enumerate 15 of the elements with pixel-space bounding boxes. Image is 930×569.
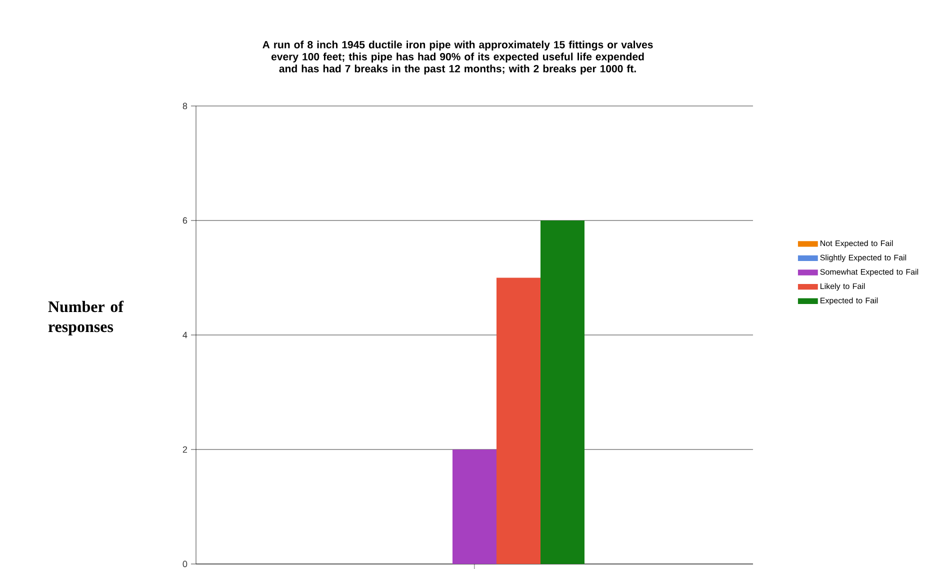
legend-label: Slightly Expected to Fail [820, 254, 906, 262]
legend-label: Somewhat Expected to Fail [820, 268, 918, 276]
y-tick-label: 6 [182, 217, 188, 224]
y-tick-label: 2 [182, 446, 188, 453]
y-tick-label: 8 [182, 102, 188, 110]
legend-label: Not Expected to Fail [820, 240, 893, 248]
bar [452, 449, 496, 564]
legend-label: Expected to Fail [820, 297, 878, 305]
chart-title: A run of 8 inch 1945 ductile iron pipe with approximately 15 fittings or valves every 100 feet; this pipe has had 90% of its expected useful life expended and has had 7 breaks in the past 12 months; with 2 breaks per 1000 ft. [262, 40, 653, 74]
bar [540, 220, 584, 564]
legend-label: Likely to Fail [820, 283, 865, 291]
y-tick-label: 4 [182, 332, 188, 338]
y-axis-title: Number of responses [48, 300, 124, 336]
bar [496, 278, 540, 564]
y-tick-label: 0 [182, 560, 188, 568]
